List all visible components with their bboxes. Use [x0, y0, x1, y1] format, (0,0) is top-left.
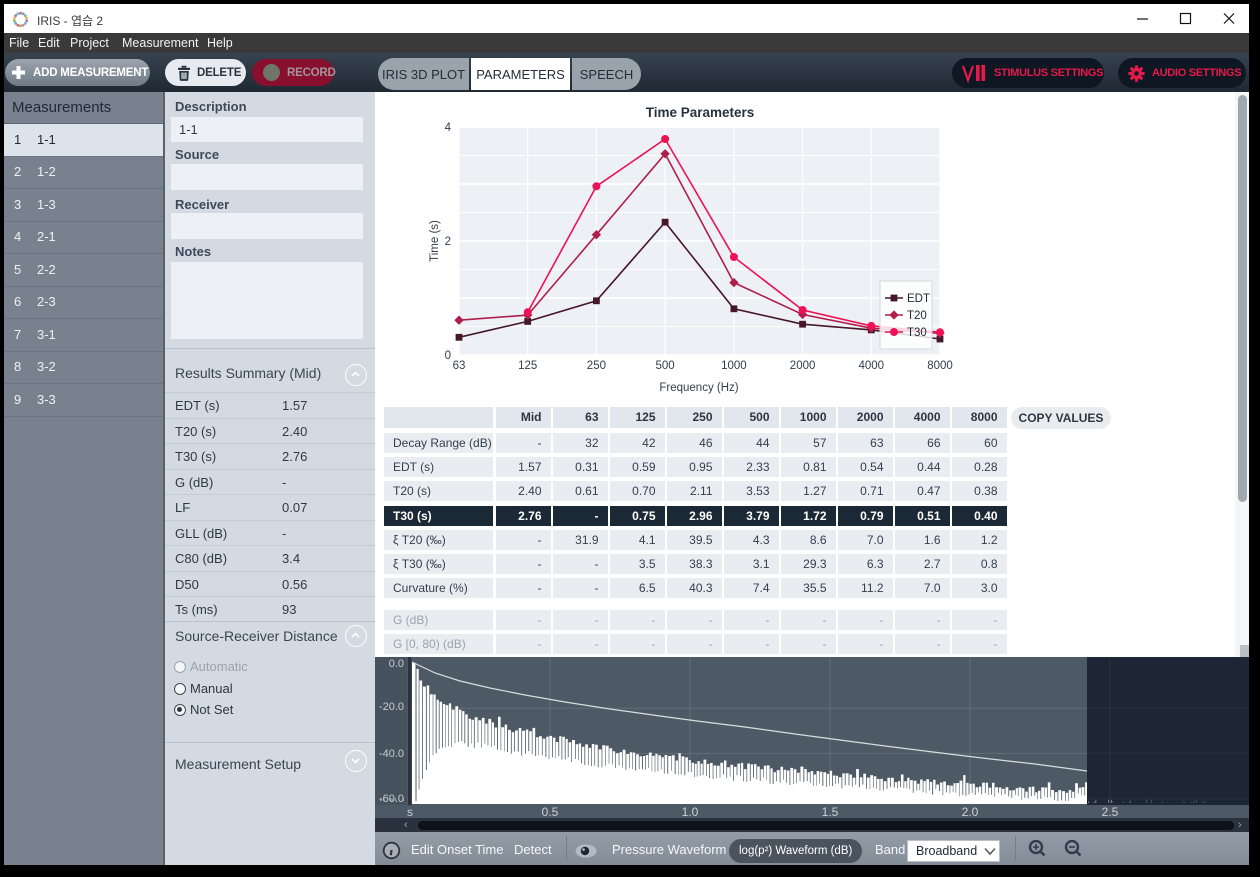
- svg-text:2000: 2000: [790, 360, 816, 372]
- svg-text:T30: T30: [907, 327, 927, 339]
- svg-text:4000: 4000: [859, 360, 885, 372]
- svg-text:0.5: 0.5: [542, 805, 559, 818]
- svg-text:-60.0: -60.0: [379, 793, 404, 805]
- svg-text:Frequency (Hz): Frequency (Hz): [659, 382, 738, 394]
- svg-text:s: s: [407, 805, 413, 818]
- svg-text:500: 500: [656, 360, 675, 372]
- svg-text:1.0: 1.0: [682, 805, 699, 818]
- svg-text:1.5: 1.5: [822, 805, 839, 818]
- svg-text:Time Parameters: Time Parameters: [646, 105, 755, 120]
- svg-text:8000: 8000: [927, 360, 953, 372]
- svg-text:63: 63: [453, 360, 466, 372]
- svg-text:Time (s): Time (s): [429, 220, 441, 262]
- svg-text:0.0: 0.0: [389, 658, 404, 670]
- svg-text:T20: T20: [907, 310, 927, 322]
- svg-text:2.5: 2.5: [1102, 805, 1119, 818]
- svg-text:-20.0: -20.0: [379, 701, 404, 713]
- svg-text:250: 250: [587, 360, 606, 372]
- svg-text:1000: 1000: [721, 360, 747, 372]
- svg-text:-40.0: -40.0: [379, 748, 404, 760]
- svg-text:2: 2: [445, 236, 451, 248]
- svg-text:EDT: EDT: [907, 293, 930, 305]
- svg-text:125: 125: [518, 360, 537, 372]
- svg-text:2.0: 2.0: [962, 805, 979, 818]
- svg-text:4: 4: [445, 122, 452, 134]
- svg-text:0: 0: [445, 350, 451, 362]
